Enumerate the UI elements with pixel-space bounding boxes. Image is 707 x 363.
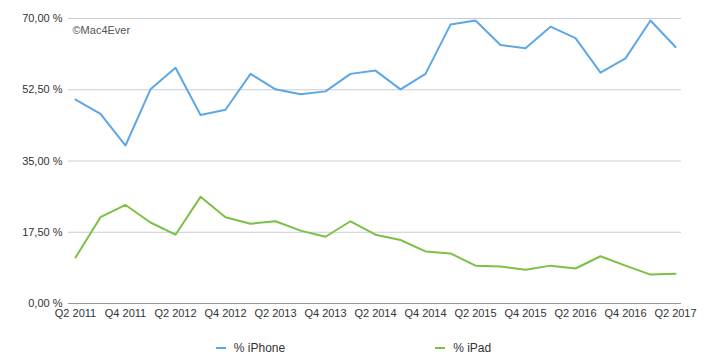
- svg-text:Q2 2012: Q2 2012: [154, 307, 196, 319]
- html-text:% iPad: % iPad: [453, 341, 492, 355]
- svg-text:Q4 2014: Q4 2014: [404, 307, 446, 319]
- svg-text:Q4 2016: Q4 2016: [604, 307, 646, 319]
- svg-text:Q4 2013: Q4 2013: [304, 307, 346, 319]
- svg-text:©Mac4Ever: ©Mac4Ever: [73, 24, 131, 36]
- svg-text:35,00 %: 35,00 %: [22, 155, 63, 167]
- svg-text:70,00 %: 70,00 %: [22, 12, 63, 24]
- svg-text:Q4 2015: Q4 2015: [504, 307, 546, 319]
- svg-text:0,00 %: 0,00 %: [28, 297, 63, 309]
- svg-text:Q2 2015: Q2 2015: [454, 307, 496, 319]
- svg-text:52,50 %: 52,50 %: [22, 83, 63, 95]
- svg-text:Q4 2011: Q4 2011: [105, 307, 146, 319]
- svg-text:Q2 2011: Q2 2011: [55, 307, 96, 319]
- svg-text:17,50 %: 17,50 %: [22, 226, 63, 238]
- svg-text:Q2 2016: Q2 2016: [554, 307, 596, 319]
- svg-text:Q2 2017: Q2 2017: [654, 307, 696, 319]
- html-text:% iPhone: % iPhone: [233, 341, 286, 355]
- svg-text:Q4 2012: Q4 2012: [204, 307, 246, 319]
- svg-text:Q2 2014: Q2 2014: [354, 307, 396, 319]
- svg-text:Q2 2013: Q2 2013: [254, 307, 296, 319]
